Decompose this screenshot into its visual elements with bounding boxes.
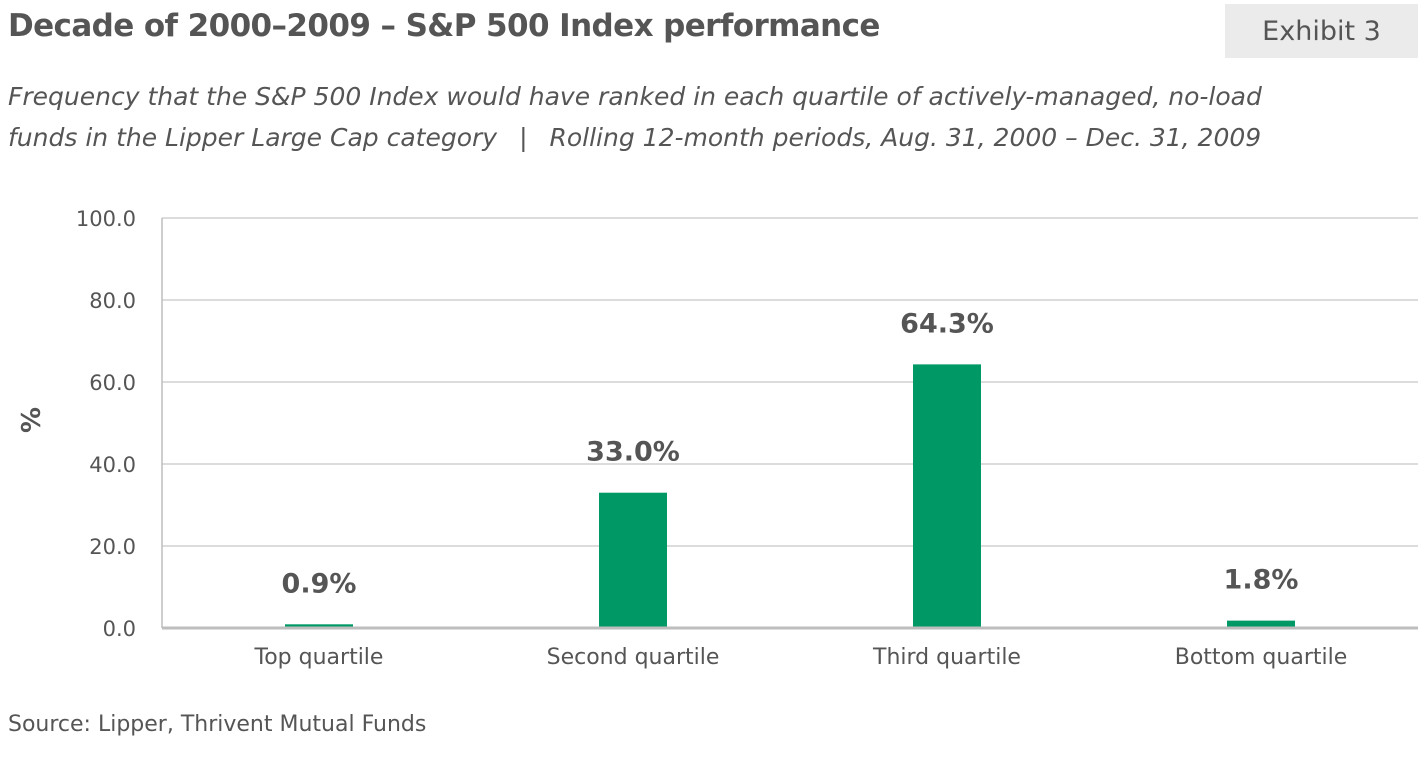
- subtitle-category: funds in the Lipper Large Cap category: [8, 123, 498, 152]
- data-label: 0.9%: [282, 568, 357, 599]
- chart-title: Decade of 2000–2009 – S&P 500 Index perf…: [8, 8, 880, 44]
- data-label: 33.0%: [586, 437, 680, 468]
- subtitle-separator: |: [519, 123, 528, 152]
- x-tick-label: Second quartile: [547, 645, 720, 670]
- data-label: 1.8%: [1224, 565, 1299, 596]
- subtitle-period: Rolling 12-month periods, Aug. 31, 2000 …: [549, 123, 1262, 152]
- y-axis-title: %: [17, 407, 47, 433]
- bar: [913, 364, 981, 628]
- bar: [285, 624, 353, 628]
- y-tick-label: 80.0: [89, 289, 136, 313]
- y-tick-label: 40.0: [89, 453, 136, 477]
- bar: [599, 492, 667, 628]
- subtitle-line-2: funds in the Lipper Large Cap category | R…: [8, 117, 1388, 158]
- data-label: 64.3%: [900, 308, 994, 339]
- x-tick-label: Third quartile: [872, 645, 1021, 670]
- bar: [1227, 620, 1295, 628]
- x-tick-label: Top quartile: [254, 645, 384, 670]
- source-note: Source: Lipper, Thrivent Mutual Funds: [8, 712, 427, 737]
- y-tick-label: 0.0: [103, 617, 136, 641]
- y-tick-label: 60.0: [89, 371, 136, 395]
- subtitle-line-1: Frequency that the S&P 500 Index would h…: [8, 82, 1262, 111]
- x-tick-label: Bottom quartile: [1175, 645, 1348, 670]
- y-tick-label: 100.0: [76, 207, 136, 231]
- y-tick-label: 20.0: [89, 535, 136, 559]
- chart-subtitle: Frequency that the S&P 500 Index would h…: [8, 76, 1388, 158]
- exhibit-badge: Exhibit 3: [1225, 4, 1418, 58]
- bar-chart: 0.0 20.0 40.0 60.0 80.0 100.0% 0.9% Top quartil…: [17, 207, 1418, 670]
